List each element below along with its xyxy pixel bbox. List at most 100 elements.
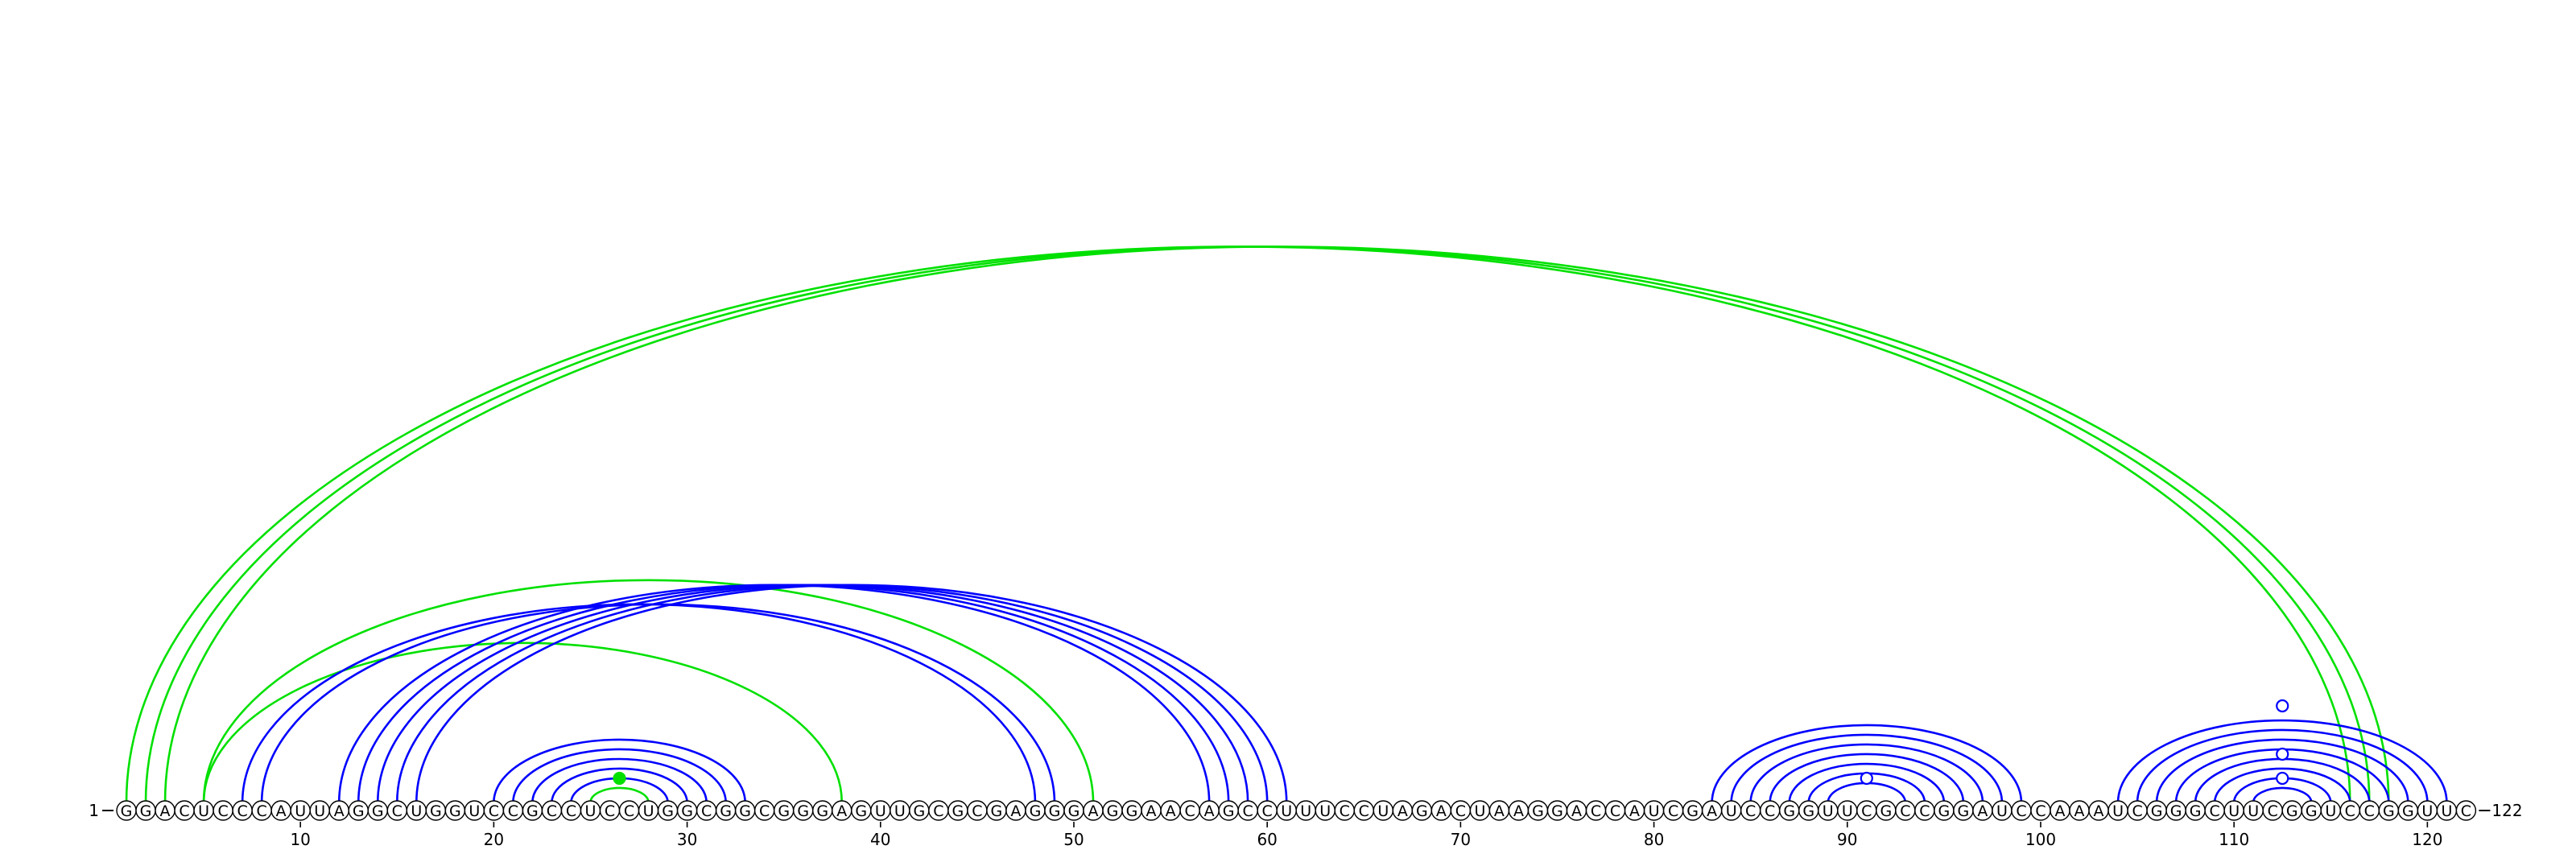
nucleotide-letter: A — [276, 802, 287, 820]
nucleotide: C — [1856, 800, 1877, 821]
arc-1-116 — [125, 245, 2351, 803]
nucleotide: G — [1779, 800, 1800, 821]
nucleotide-letter: C — [1745, 802, 1756, 820]
nucleotide: G — [1218, 800, 1239, 821]
arc-16-61 — [415, 584, 1288, 803]
arc-5-51 — [202, 579, 1095, 803]
nucleotide-letter: G — [662, 802, 674, 820]
nucleotide-letter: C — [1243, 802, 1253, 820]
nucleotide-letter: U — [2441, 802, 2452, 820]
nucleotide: A — [1199, 800, 1220, 821]
nucleotide-letter: G — [1030, 802, 1042, 820]
nucleotide-letter: C — [1359, 802, 1369, 820]
nucleotide-letter: G — [1938, 802, 1951, 820]
nucleotide: A — [1430, 800, 1452, 821]
nucleotide-letter: A — [1494, 802, 1505, 820]
nucleotide-letter: C — [2461, 802, 2471, 820]
nucleotide-letter: A — [1629, 802, 1640, 820]
arc-84-98 — [1730, 733, 2004, 803]
nucleotide: A — [328, 800, 349, 821]
nucleotide-letter: C — [1861, 802, 1872, 820]
nucleotide-letter: C — [1610, 802, 1620, 820]
nucleotide: U — [406, 800, 427, 821]
nucleotide: G — [2185, 800, 2206, 821]
nucleotide-letter: U — [469, 802, 480, 820]
nucleotide: G — [1044, 800, 1065, 821]
nucleotide-letter: G — [121, 802, 133, 820]
nucleotide: G — [444, 800, 466, 821]
nucleotide-letter: G — [739, 802, 751, 820]
nucleotide-letter: A — [1436, 802, 1447, 820]
nucleotide-letter: U — [1649, 802, 1660, 820]
nucleotide: G — [135, 800, 156, 821]
arc-2-117 — [144, 245, 2371, 803]
nucleotide-letter: G — [1802, 802, 1814, 820]
nucleotide-letter: A — [2074, 802, 2085, 820]
arc-15-60 — [395, 584, 1269, 803]
nucleotide-letter: C — [2016, 802, 2026, 820]
open-marker — [2276, 699, 2289, 713]
nucleotide-letter: G — [816, 802, 828, 820]
nucleotide-letter: C — [1900, 802, 1910, 820]
nucleotide-letter: U — [2421, 802, 2433, 820]
nucleotide: A — [1972, 800, 1993, 821]
nucleotide: C — [1334, 800, 1355, 821]
nucleotide-letter: C — [1919, 802, 1930, 820]
nucleotide-letter: A — [160, 802, 171, 820]
nucleotide: U — [1837, 800, 1858, 821]
nucleotide: C — [386, 800, 407, 821]
nucleotide-letter: G — [2190, 802, 2202, 820]
nucleotide: G — [793, 800, 814, 821]
arc-83-99 — [1711, 724, 2023, 803]
nucleotide-letter: U — [2248, 802, 2259, 820]
nucleotide: C — [2204, 800, 2225, 821]
nucleotide-letter: C — [179, 802, 189, 820]
nucleotide: A — [270, 800, 291, 821]
nucleotide: G — [715, 800, 737, 821]
nucleotide-letter: G — [1958, 802, 1970, 820]
nucleotide-letter: U — [1726, 802, 1737, 820]
arc-5-38 — [202, 641, 844, 803]
nucleotide: C — [541, 800, 563, 821]
nucleotide-letter: C — [1340, 802, 1350, 820]
nucleotide-letter: G — [449, 802, 461, 820]
nucleotide: C — [1895, 800, 1916, 821]
nucleotide-letter: A — [836, 802, 847, 820]
nucleotide: G — [1411, 800, 1433, 821]
nucleotide: G — [348, 800, 369, 821]
nucleotide: U — [890, 800, 910, 821]
tick-label: 50 — [1063, 830, 1084, 849]
nucleotide: A — [1508, 800, 1530, 821]
nucleotide-letter: U — [643, 802, 654, 820]
nucleotide: U — [1818, 800, 1839, 821]
nucleotide: G — [986, 800, 1007, 821]
nucleotide-letter: C — [237, 802, 247, 820]
tick-label: 110 — [2219, 830, 2249, 849]
arc-13-58 — [357, 584, 1230, 803]
tick-label: 80 — [1644, 830, 1664, 849]
nucleotide-letter: C — [759, 802, 770, 820]
nucleotide: C — [1914, 800, 1935, 821]
arc-21-32 — [512, 748, 727, 803]
nucleotide-letter: G — [2286, 802, 2298, 820]
arc-25-28 — [589, 786, 650, 803]
nucleotide: G — [1102, 800, 1123, 821]
start-position-label: 1 — [89, 801, 99, 820]
nucleotide-letter: G — [720, 802, 732, 820]
nucleotide-letter: G — [526, 802, 539, 820]
nucleotide-letter: U — [2325, 802, 2336, 820]
nucleotide-letter: G — [2402, 802, 2414, 820]
nucleotide-letter: C — [2035, 802, 2046, 820]
nucleotide-letter: G — [2383, 802, 2395, 820]
nucleotide: C — [1585, 800, 1607, 821]
nucleotide-letter: A — [1204, 802, 1215, 820]
nucleotide-letter: G — [991, 802, 1003, 820]
open-marker — [1860, 771, 1873, 786]
nucleotide: U — [1469, 800, 1491, 821]
nucleotide: G — [425, 800, 447, 821]
nucleotide: A — [1488, 800, 1510, 821]
nucleotide: G — [1953, 800, 1974, 821]
nucleotide-letter: C — [547, 802, 557, 820]
